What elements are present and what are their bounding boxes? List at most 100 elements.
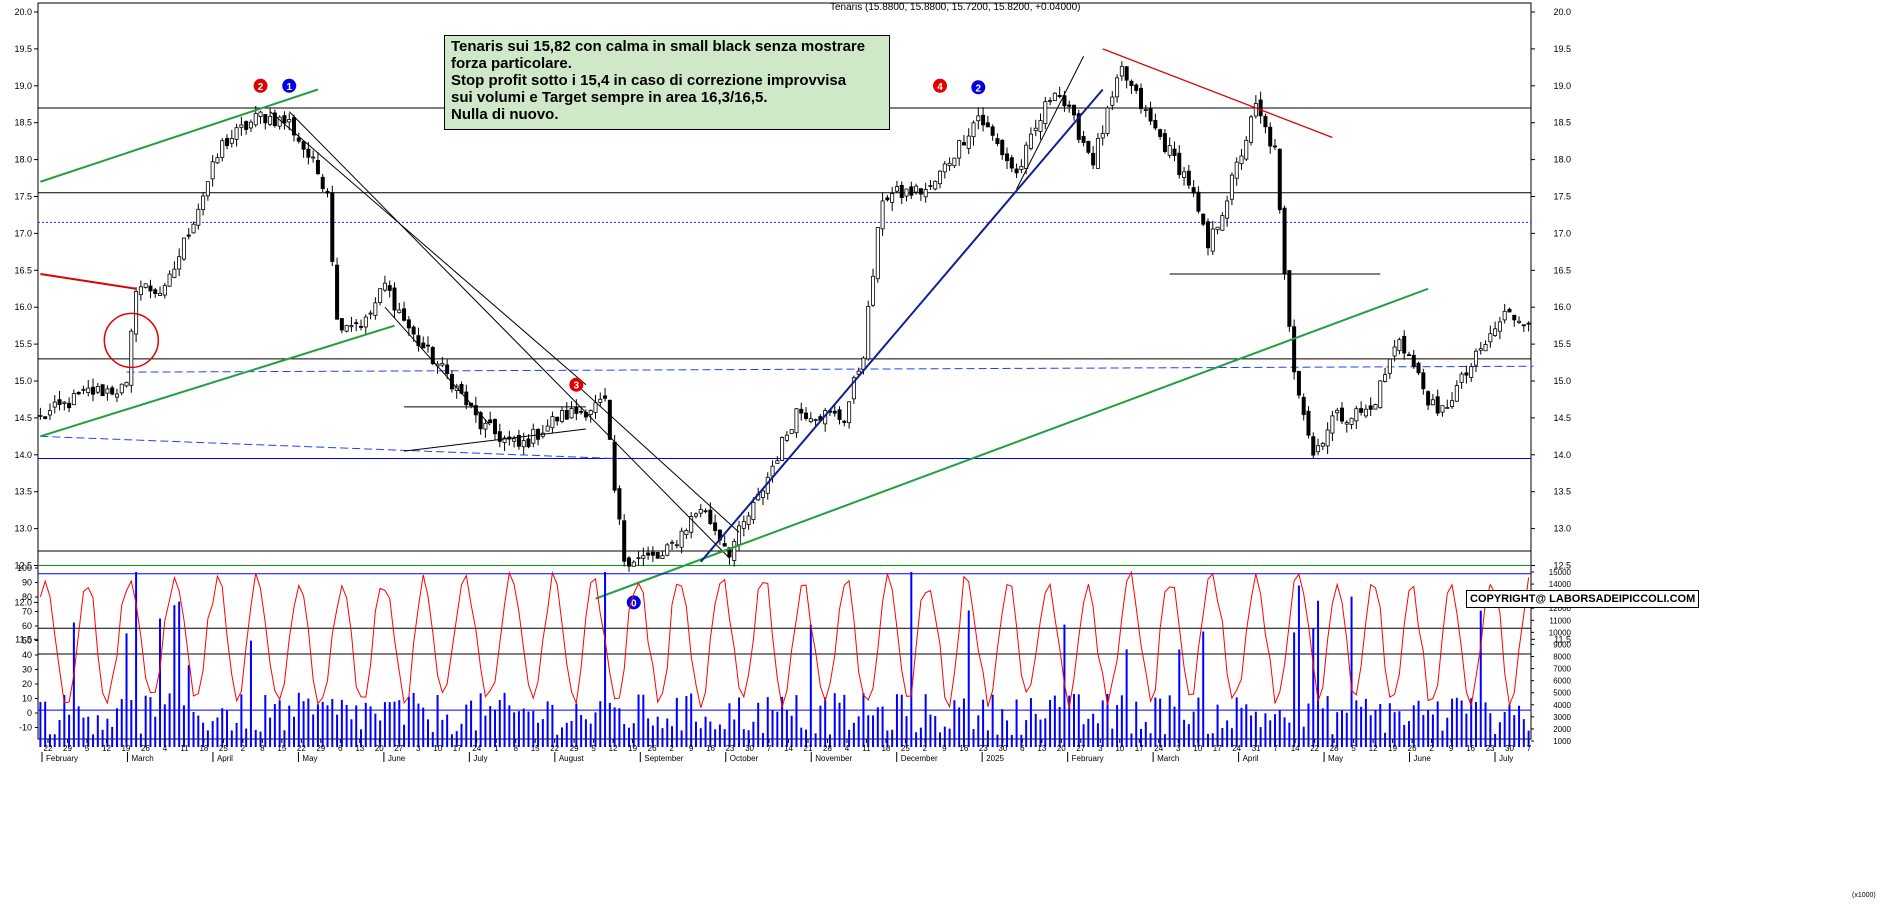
candle-body (646, 552, 651, 556)
day-tick-label: 2 (669, 744, 674, 753)
candle-body (43, 416, 48, 419)
day-tick-label: 28 (823, 744, 832, 753)
candle-body (1205, 221, 1210, 249)
candle-body (1148, 108, 1153, 122)
day-tick-label: 30 (998, 744, 1007, 753)
candle-body (1325, 429, 1330, 447)
oscillator-tick-label: 90 (22, 578, 32, 588)
candle-body (617, 488, 622, 520)
day-tick-label: 18 (881, 744, 890, 753)
day-tick-label: 8 (260, 744, 265, 753)
candle-body (1067, 104, 1072, 107)
price-tick-label-right: 16.5 (1553, 265, 1571, 275)
candle-body (1072, 104, 1077, 116)
oscillator-tick-label: 10 (22, 694, 32, 704)
candle-body (1091, 152, 1096, 166)
candle-body (564, 409, 569, 420)
month-tick-label: March (1157, 754, 1179, 763)
price-tick-label-left: 17.5 (14, 192, 32, 202)
candle-body (650, 551, 655, 556)
wave-marker (569, 377, 584, 392)
candle-body (981, 114, 986, 126)
candle-body (569, 408, 574, 419)
price-tick-label-left: 19.0 (14, 81, 32, 91)
candle-body (325, 191, 330, 194)
note-line-4: sui volumi e Target sempre in area 16,3/… (451, 89, 768, 106)
day-tick-label: 26 (1408, 744, 1417, 753)
candle-body (129, 330, 134, 386)
candle-body (225, 138, 230, 147)
candle-body (1440, 405, 1445, 413)
candle-body (392, 287, 397, 311)
day-tick-label: 20 (1057, 744, 1066, 753)
month-tick-label: May (1328, 754, 1343, 763)
candle-body (1201, 213, 1206, 225)
day-tick-label: 15 (531, 744, 540, 753)
blue-up-trendline (699, 88, 1104, 563)
candle-body (1359, 408, 1364, 413)
candle-body (158, 292, 163, 296)
day-tick-label: 6 (338, 744, 343, 753)
candle-body (191, 223, 196, 234)
candle-body (282, 115, 287, 124)
candle-body (411, 326, 416, 335)
day-tick-label: 20 (375, 744, 384, 753)
candle-body (1005, 153, 1010, 162)
candle-body (387, 285, 392, 291)
down-trendline-1 (269, 111, 587, 386)
volume-tick-label: 11000 (1549, 616, 1571, 625)
candle-body (320, 176, 325, 189)
candle-body (1320, 443, 1325, 447)
day-tick-label: 16 (1466, 744, 1475, 753)
candle-body (1421, 372, 1426, 390)
price-tick-label-right: 13.0 (1553, 524, 1571, 534)
candle-body (1459, 373, 1464, 383)
candle-body (531, 428, 536, 444)
candle-body (1296, 371, 1301, 396)
indicator-panel-frame (37, 550, 1532, 740)
candle-body (1502, 310, 1507, 321)
candle-body (1473, 350, 1478, 366)
candle-body (234, 127, 239, 140)
candle-body (808, 418, 813, 423)
candle-body (344, 325, 349, 332)
day-tick-label: 24 (1232, 744, 1241, 753)
day-tick-label: 7 (1527, 744, 1532, 753)
candle-body (947, 162, 952, 167)
candle-body (430, 347, 435, 365)
price-tick-label-left: 14.5 (14, 413, 32, 423)
candle-body (1450, 400, 1455, 407)
candle-body (607, 399, 612, 440)
candle-body (923, 189, 928, 198)
candle-body (837, 409, 842, 420)
candle-body (1105, 107, 1110, 134)
commentary-note: Tenaris sui 15,82 con calma in small bla… (444, 35, 890, 130)
red-down-trendline (1102, 48, 1333, 139)
day-tick-label: 3 (1176, 744, 1181, 753)
upper-channel-line (40, 88, 319, 183)
candle-body (770, 465, 775, 477)
candle-body (196, 208, 201, 226)
note-line-5: Nulla di nuovo. (451, 106, 559, 123)
candle-body (1177, 152, 1182, 176)
candle-body (550, 416, 555, 429)
candle-body (311, 156, 316, 159)
day-tick-label: 7 (1273, 744, 1278, 753)
candle-body (516, 435, 521, 447)
candle-body (177, 256, 182, 270)
highlight-circle (103, 312, 160, 369)
candle-body (124, 381, 129, 387)
day-tick-label: 24 (1154, 744, 1163, 753)
candle-body (789, 429, 794, 434)
candle-body (1483, 344, 1488, 352)
month-tick-label: August (559, 754, 585, 763)
candle-body (1316, 445, 1321, 453)
note-line-3: Stop profit sotto i 15,4 in caso di corr… (451, 72, 847, 89)
volume-tick-label: 6000 (1553, 677, 1571, 686)
candle-body (1249, 116, 1254, 143)
candle-body (1416, 362, 1421, 374)
price-tick-label-right: 15.5 (1553, 339, 1571, 349)
wave-marker-label: 4 (937, 82, 943, 93)
lower-channel-line (40, 324, 395, 438)
candle-body (1411, 354, 1416, 367)
